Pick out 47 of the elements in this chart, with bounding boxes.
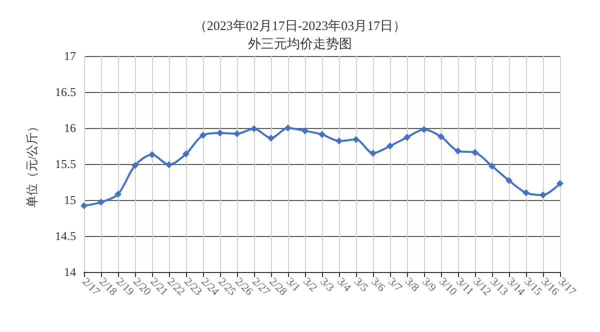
- point: [522, 189, 530, 196]
- y-tick-label: 16: [64, 121, 76, 135]
- x-tick-label: 3/7: [386, 276, 405, 295]
- point: [540, 191, 546, 198]
- x-tick-label: 3/6: [368, 276, 388, 295]
- point: [318, 130, 326, 138]
- point: [234, 130, 240, 138]
- y-tick-label: 15: [64, 193, 76, 207]
- x-tick-label: 3/2: [300, 276, 320, 294]
- point: [166, 161, 172, 168]
- point: [352, 136, 360, 144]
- point: [216, 130, 224, 137]
- point: [506, 177, 512, 184]
- point: [302, 127, 308, 134]
- point: [182, 150, 190, 158]
- point: [284, 124, 292, 132]
- point: [250, 125, 258, 132]
- point: [386, 142, 394, 150]
- point: [98, 198, 104, 206]
- point: [114, 190, 122, 198]
- x-tick-label: 3/9: [420, 276, 439, 295]
- point: [148, 151, 156, 158]
- chart-title: （2023年02月17日-2023年03月17日）: [194, 18, 406, 33]
- point: [80, 202, 88, 210]
- point: [472, 148, 478, 156]
- point: [336, 137, 342, 144]
- x-tick-label: 3/4: [334, 276, 354, 295]
- chart-subtitle: 外三元均价走势图: [248, 36, 352, 51]
- point: [200, 132, 206, 139]
- x-tick-label: 3/5: [352, 276, 371, 295]
- y-tick-label: 16.5: [55, 85, 76, 99]
- y-tick-label: 14.5: [55, 229, 76, 243]
- point: [454, 148, 462, 155]
- point: [132, 162, 138, 169]
- point: [420, 126, 428, 133]
- y-tick-label: 17: [64, 49, 76, 63]
- x-tick-label: 3/3: [318, 276, 337, 295]
- x-tick-label: 3/8: [402, 276, 422, 295]
- y-axis-title: 单位（元/公斤）: [25, 120, 39, 208]
- point: [556, 180, 564, 187]
- point: [438, 133, 444, 140]
- y-tick-label: 15.5: [55, 157, 76, 171]
- y-tick-label: 14: [64, 265, 76, 279]
- point: [488, 162, 496, 170]
- point: [370, 150, 376, 157]
- point: [268, 134, 274, 142]
- point: [404, 134, 410, 141]
